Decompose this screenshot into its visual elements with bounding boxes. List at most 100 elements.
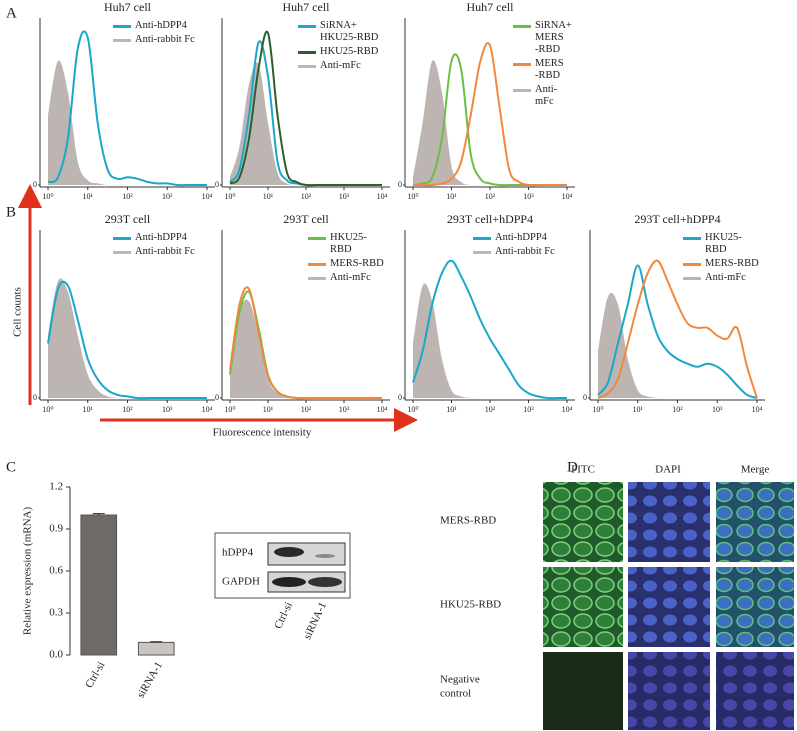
legend-label: Anti-mFc: [705, 272, 746, 283]
y-tick-label: 0: [583, 393, 587, 402]
x-tick-label: 10¹: [633, 405, 644, 414]
x-tick-label: 10³: [162, 192, 173, 201]
legend-entry: HKU25-RBD: [298, 46, 388, 58]
legend-label: HKU25-RBD: [705, 232, 742, 255]
y-tick-label: 0: [398, 180, 402, 189]
y-tick-label: 0.0: [49, 649, 63, 661]
x-tick-label: 10²: [301, 405, 312, 414]
legend-entry: Anti-hDPP4: [113, 20, 213, 32]
line: [229, 30, 382, 187]
x-tick-label: 10⁰: [224, 192, 235, 201]
x-tick-label: 10²: [672, 405, 683, 414]
blot-lane-label: Ctrl-si: [272, 600, 295, 631]
micrograph: [628, 652, 710, 730]
column-header: FITC: [571, 464, 595, 476]
blot-row-label: GAPDH: [222, 576, 260, 588]
chart-title: Huh7 cell: [104, 0, 152, 14]
legend-swatch: [473, 237, 491, 240]
x-tick-label: 10¹: [83, 192, 94, 201]
x-tick-label: 10⁴: [202, 192, 213, 201]
legend: Anti-hDPP4 Anti-rabbit Fc: [473, 232, 573, 258]
legend-swatch: [298, 25, 316, 28]
legend-label: Anti-mFc: [320, 60, 361, 71]
legend-swatch: [683, 263, 701, 266]
legend-entry: Anti-mFc: [513, 84, 573, 108]
chart-title: 293T cell: [283, 212, 329, 226]
error-bar: [92, 513, 105, 515]
line: [229, 286, 382, 400]
y-tick-label: 0: [33, 180, 37, 189]
legend-box: Anti-hDPP4 Anti-rabbit Fc: [473, 232, 573, 258]
x-tick-label: 10⁰: [42, 405, 53, 414]
chart-title: Huh7 cell: [283, 0, 331, 14]
x-tick-label: Ctrl-si: [83, 660, 107, 690]
line: [47, 280, 207, 400]
legend-swatch: [298, 51, 316, 54]
area: [230, 299, 382, 399]
legend-label: SiRNA+ MERS -RBD: [535, 20, 572, 55]
x-tick-label: 10²: [485, 405, 496, 414]
legend-entry: Anti-mFc: [308, 272, 388, 284]
x-tick-label: 10³: [712, 405, 723, 414]
legend-swatch: [513, 89, 531, 92]
legend: HKU25-RBD MERS-RBD Anti-mFc: [683, 232, 763, 284]
chart-title: 293T cell+hDPP4: [634, 212, 720, 226]
blot-band: [315, 554, 335, 558]
bar: [80, 514, 118, 656]
legend-label: HKU25-RBD: [330, 232, 367, 255]
area: [230, 62, 382, 186]
legend-entry: Anti-mFc: [683, 272, 763, 284]
chart-title: Huh7 cell: [467, 0, 515, 14]
y-tick-label: 0: [215, 393, 219, 402]
legend-label: MERS-RBD: [705, 258, 759, 269]
x-tick-label: 10²: [122, 405, 133, 414]
axis-title: Fluorescence intensity: [213, 427, 312, 439]
blot-band: [274, 547, 304, 557]
area: [413, 283, 567, 399]
x-tick-label: 10⁴: [752, 405, 763, 414]
x-tick-label: 10⁴: [562, 405, 573, 414]
legend: SiRNA+ MERS -RBD MERS -RBD Anti-mFc: [513, 20, 573, 108]
x-tick-label: 10⁴: [377, 405, 388, 414]
legend-entry: HKU25-RBD: [308, 232, 388, 256]
blot-lane-label: siRNA-1: [301, 600, 329, 641]
line: [412, 259, 567, 400]
legend-label: SiRNA+ HKU25-RBD: [320, 20, 379, 43]
legend-swatch: [473, 251, 491, 254]
x-tick-label: 10⁰: [407, 192, 418, 201]
row-label: control: [440, 688, 471, 700]
legend-swatch: [308, 263, 326, 266]
blot-band: [272, 577, 306, 587]
legend-label: Anti-mFc: [535, 84, 558, 107]
legend-box: Anti-hDPP4 Anti-rabbit Fc: [113, 20, 213, 46]
blot-strip: [267, 571, 346, 593]
legend-entry: SiRNA+ HKU25-RBD: [298, 20, 388, 44]
legend-entry: MERS -RBD: [513, 58, 573, 82]
panel-label: C: [6, 459, 16, 475]
line: [412, 42, 567, 187]
area: [48, 278, 207, 399]
y-tick-label: 0: [398, 393, 402, 402]
y-tick-label: 1.2: [49, 481, 63, 493]
legend-swatch: [113, 39, 131, 42]
micrograph: [543, 652, 623, 730]
x-tick-label: 10¹: [83, 405, 94, 414]
x-tick-label: 10²: [122, 192, 133, 201]
bar: [137, 641, 175, 656]
x-tick-label: 10³: [339, 192, 350, 201]
legend: Anti-hDPP4 Anti-rabbit Fc: [113, 20, 213, 46]
legend-box: HKU25-RBD MERS-RBD Anti-mFc: [683, 232, 763, 284]
micrograph: [543, 567, 623, 647]
line: [597, 264, 758, 399]
micrograph: [628, 567, 710, 647]
legend-swatch: [683, 237, 701, 240]
y-tick-label: 0.9: [49, 523, 63, 535]
x-tick-label: 10¹: [446, 405, 457, 414]
y-tick-label: 0.3: [49, 607, 63, 619]
legend-label: HKU25-RBD: [320, 46, 379, 57]
blot-frame: [214, 532, 351, 599]
column-header: Merge: [741, 464, 770, 476]
x-tick-label: 10²: [301, 192, 312, 201]
legend-box: SiRNA+ HKU25-RBD HKU25-RBD Anti-mFc: [298, 20, 388, 72]
